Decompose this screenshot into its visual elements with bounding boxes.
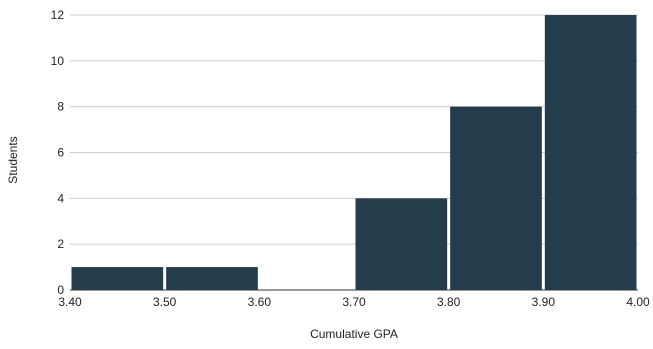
x-tick-label: 3.50 [153, 295, 177, 309]
y-tick-label: 2 [57, 237, 64, 251]
x-axis-title: Cumulative GPA [310, 327, 398, 341]
histogram-bar [355, 198, 448, 290]
y-tick-label: 4 [57, 191, 64, 205]
y-axis-title: Students [6, 136, 20, 183]
histogram-bar [166, 267, 258, 290]
y-tick-label: 10 [51, 54, 65, 68]
x-tick-label: 3.90 [532, 295, 556, 309]
gridlines [70, 14, 638, 245]
histogram-bar [450, 106, 542, 291]
x-tick-label: 3.70 [342, 295, 366, 309]
y-tick-label: 6 [57, 146, 64, 160]
histogram-bar [544, 15, 637, 290]
x-tick-label: 3.40 [58, 295, 82, 309]
x-tick-labels: 3.40 3.50 3.60 3.70 3.80 3.90 4.00 [58, 295, 650, 309]
x-tick-label: 3.80 [437, 295, 461, 309]
y-tick-label: 12 [51, 8, 65, 22]
histogram-bar [71, 267, 164, 290]
bars [71, 15, 637, 291]
y-tick-labels: 0 2 4 6 8 10 12 [51, 8, 65, 297]
x-tick-label: 4.00 [626, 295, 650, 309]
x-tick-label: 3.60 [248, 295, 272, 309]
y-tick-label: 8 [57, 100, 64, 114]
y-tick-label: 0 [57, 283, 64, 297]
